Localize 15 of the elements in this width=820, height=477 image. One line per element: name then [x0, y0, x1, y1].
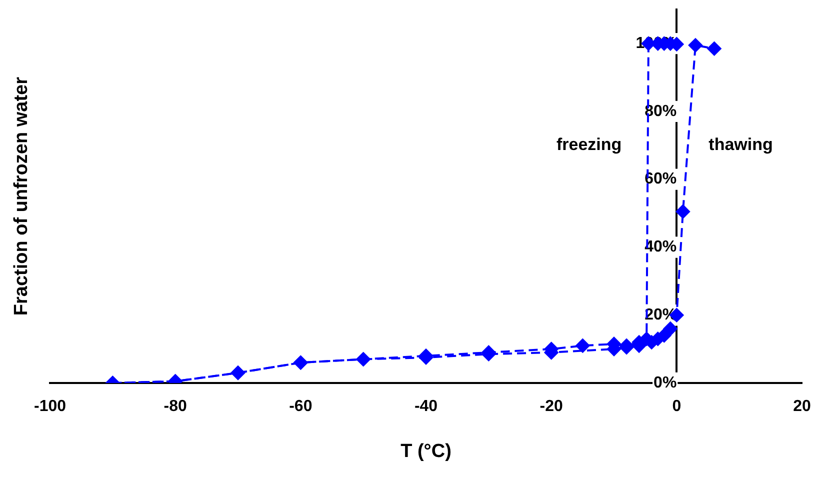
x-tick-label: 20: [793, 398, 811, 416]
y-tick-label: 0%: [654, 374, 677, 392]
x-axis-title: T (°C): [400, 440, 452, 462]
annotation: thawing: [708, 135, 773, 154]
x-tick-label: -20: [540, 398, 563, 416]
x-tick-label: -100: [34, 398, 66, 416]
y-tick-label: 80%: [644, 102, 677, 120]
y-tick-label: 60%: [644, 170, 677, 188]
x-tick-label: -40: [414, 398, 438, 416]
y-tick-label: 40%: [644, 238, 677, 256]
x-tick-label: -60: [289, 398, 312, 416]
y-axis-title: Fraction of unfrozen water: [11, 76, 32, 316]
annotation: freezing: [556, 135, 622, 154]
x-tick-label: -80: [164, 398, 187, 416]
x-tick-label: 0: [672, 398, 682, 416]
